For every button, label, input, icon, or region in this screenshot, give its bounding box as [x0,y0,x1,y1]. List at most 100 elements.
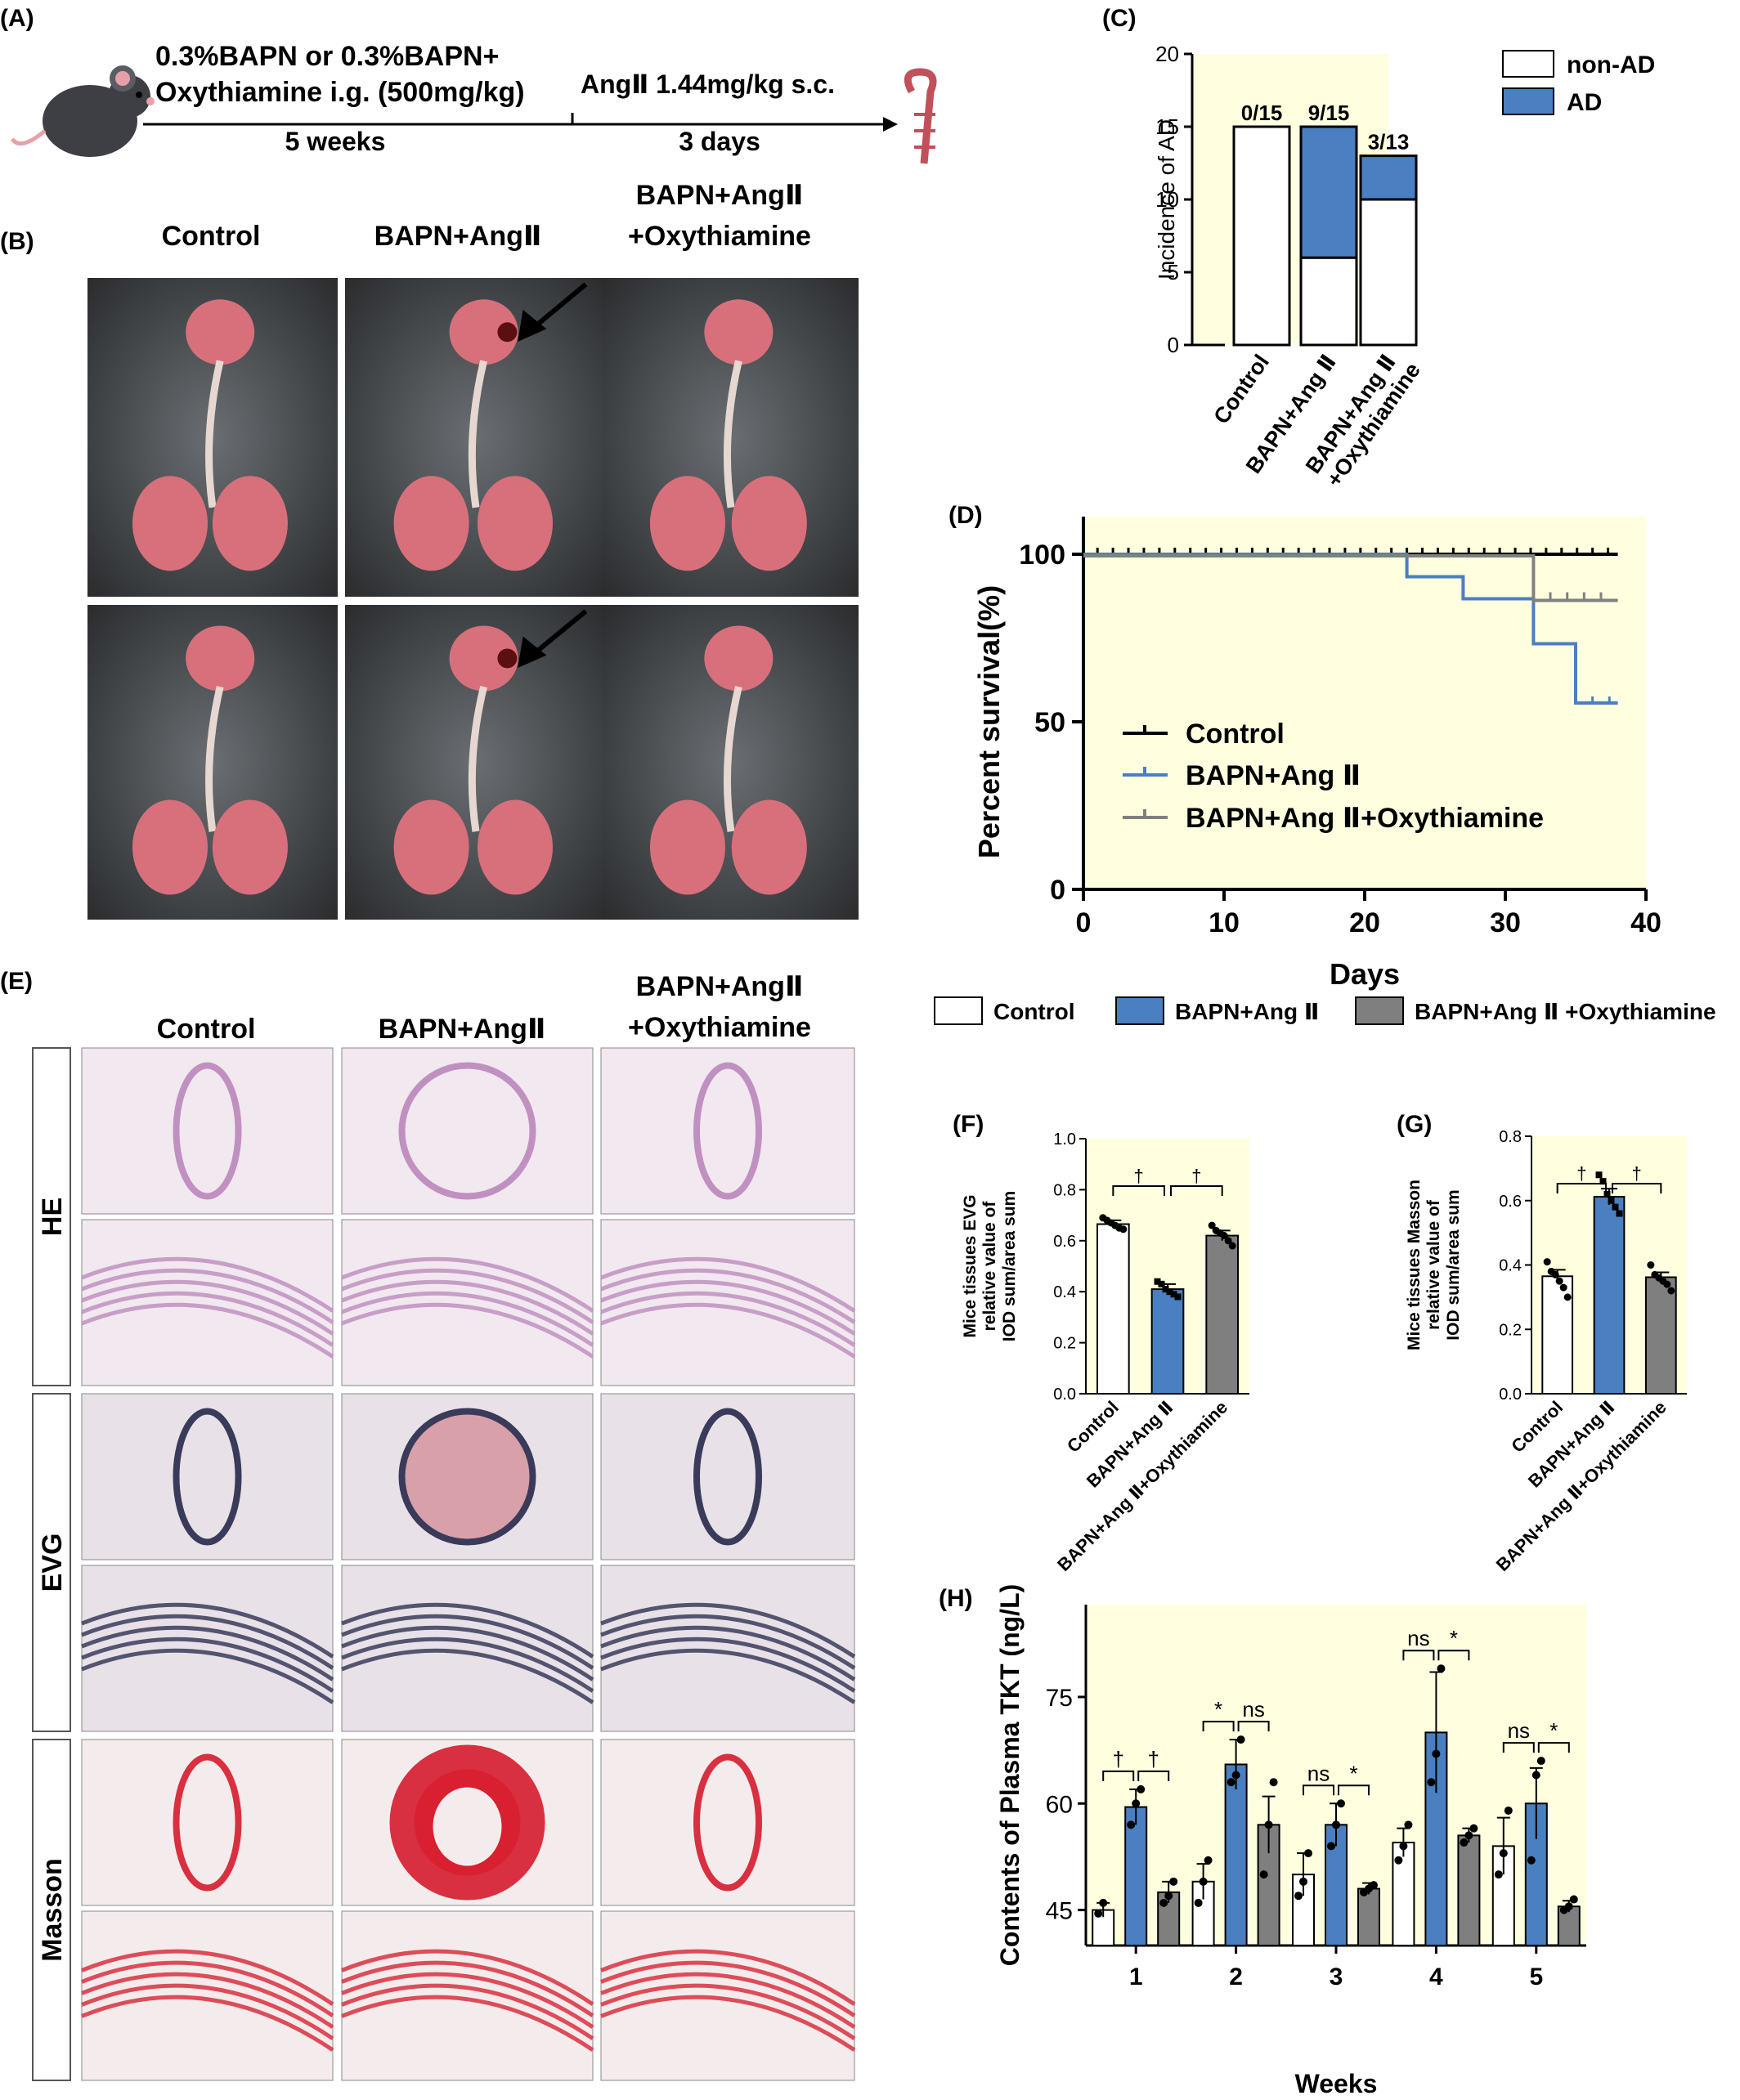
y-tick-label: 50 [1034,707,1065,738]
data-point [1432,1749,1441,1758]
kidney-right [478,476,553,571]
survival-line-1 [1083,553,1618,705]
vessel-wall-layer [81,1637,334,1693]
panel-label-g: (G) [1397,1111,1432,1138]
legend-label: Control [1186,719,1285,750]
legend-fg: Control BAPN+Ang Ⅱ BAPN+Ang Ⅱ +Oxythiamine [934,996,1716,1025]
kidney-left [393,799,469,895]
aorta [723,360,742,508]
histo-3-0 [81,1565,334,1732]
bar [1096,1223,1130,1395]
legend-swatch [1355,996,1404,1025]
bar [1124,1806,1148,1946]
sig-bracket [1237,1721,1270,1732]
kidney-left [649,476,725,571]
bar-ad [1359,154,1418,201]
protocol-line1: 0.3%BAPN or 0.3%BAPN+ [155,41,499,72]
data-point [1370,1881,1378,1890]
legend-swatch [1502,87,1554,115]
y-tick-label: 20 [1155,42,1179,66]
data-point [1551,1270,1559,1278]
stain-bracket [32,1047,71,1386]
sig-bracket [1170,1185,1223,1196]
bar-ad [1299,125,1358,259]
vessel-wall-layer [600,1279,856,1336]
heart [704,299,774,365]
bar-non-ad [1232,125,1291,347]
data-point [1327,1842,1335,1851]
data-point [1194,1898,1203,1907]
data-point [1663,1280,1671,1288]
mouse-icon [10,65,155,157]
vessel-wall-layer [81,1995,334,2052]
vessel-wall-layer [341,1256,594,1313]
y-axis-label: relative value of [980,1201,999,1332]
histo-5-1 [341,1910,594,2081]
vessel-wall-layer [600,1268,856,1324]
y-axis-label: Mice tissues EVG [961,1194,980,1337]
panel-label-a: (A) [0,5,34,32]
sig-bracket [1303,1784,1334,1796]
bar [1191,1880,1215,1946]
sig-bracket [1502,1742,1535,1753]
y-tick-label: 0 [1168,333,1179,357]
aorta [205,686,224,832]
data-point [1563,1293,1572,1301]
sig-bracket [1112,1185,1165,1196]
vessel-wall-layer [600,1972,856,2029]
arrow-icon-head [518,636,547,668]
bar [1150,1288,1185,1395]
protocol-duration2: 3 days [679,127,760,156]
vessel-wall-layer [600,1983,856,2040]
sig-label: † [1134,1166,1144,1186]
vessel-wall-layer [341,1648,594,1704]
data-point [1464,1831,1473,1840]
sig-label: † [1191,1166,1201,1186]
aorta [468,360,487,508]
timeline-arrowhead [883,117,898,132]
data-point [1616,1210,1623,1217]
y-tick-label: 100 [1019,540,1065,571]
stain-label-evg: EVG [37,1534,68,1592]
data-point [1199,1877,1208,1886]
data-point [1304,1849,1312,1858]
x-tick-label: 4 [1429,1963,1443,1990]
histo-0-0 [81,1047,334,1215]
histo-5-0 [81,1910,334,2081]
bar [1457,1834,1481,1946]
sig-label: ns [1407,1626,1429,1650]
x-axis-label: Weeks [1295,2069,1378,2098]
data-point [1337,1799,1345,1808]
vessel-wall-layer [341,1614,594,1670]
data-point [1099,1898,1108,1907]
y-axis-label: Incidence of AD [1154,119,1179,280]
sig-bracket [1437,1650,1470,1661]
x-tick-label: 40 [1630,907,1662,938]
data-point [1612,1203,1619,1211]
y-tick-label: 0.8 [1499,1128,1522,1146]
panel-label-f: (F) [953,1111,984,1138]
data-point [1228,1242,1236,1250]
data-point [1427,1778,1436,1787]
dissection-mark [497,648,518,669]
legend-label: BAPN+Ang Ⅱ [1175,999,1319,1024]
sig-bracket [1137,1770,1170,1781]
e-col-oxy-line2: +Oxythiamine [628,1012,811,1043]
data-point [1264,1820,1273,1829]
sig-label: * [1349,1761,1357,1785]
sig-label: * [1450,1626,1458,1650]
histo-3-1 [341,1565,594,1732]
y-tick-label: 0.6 [1499,1193,1522,1211]
vessel-wall-layer [600,1960,856,2017]
kidney-right [212,476,288,571]
y-axis-label: Contents of Plasma TKT (ng/L) [995,1584,1025,1967]
sig-bracket [1338,1784,1370,1796]
data-point [1332,1820,1340,1829]
data-point [1460,1838,1469,1847]
y-axis-label: IOD sum/area sum [1444,1189,1463,1340]
vessel-wall-layer [341,1291,594,1347]
vessel-wall-layer [600,1302,856,1359]
vessel-section [173,1753,242,1892]
data-point [1132,1799,1141,1808]
